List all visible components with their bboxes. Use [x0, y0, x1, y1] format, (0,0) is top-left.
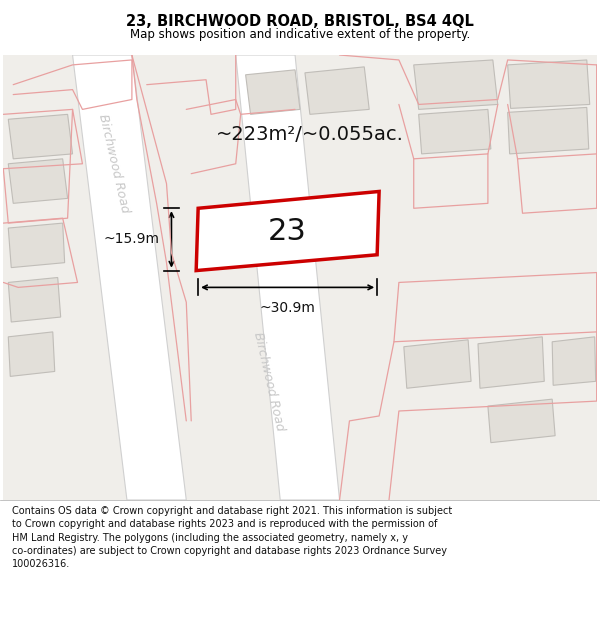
Polygon shape: [419, 109, 491, 154]
Polygon shape: [8, 159, 68, 203]
Text: Map shows position and indicative extent of the property.: Map shows position and indicative extent…: [130, 28, 470, 41]
Polygon shape: [245, 70, 300, 114]
Polygon shape: [414, 60, 498, 109]
Text: Contains OS data © Crown copyright and database right 2021. This information is : Contains OS data © Crown copyright and d…: [12, 506, 452, 569]
Polygon shape: [8, 332, 55, 376]
Polygon shape: [196, 191, 379, 271]
Text: 23: 23: [268, 216, 307, 246]
Text: 23, BIRCHWOOD ROAD, BRISTOL, BS4 4QL: 23, BIRCHWOOD ROAD, BRISTOL, BS4 4QL: [126, 14, 474, 29]
Polygon shape: [305, 67, 369, 114]
Polygon shape: [552, 337, 596, 385]
Polygon shape: [8, 223, 65, 268]
Polygon shape: [8, 278, 61, 322]
Text: ~223m²/~0.055ac.: ~223m²/~0.055ac.: [216, 124, 404, 144]
Polygon shape: [8, 114, 73, 159]
Polygon shape: [236, 55, 340, 500]
Polygon shape: [488, 399, 555, 442]
Polygon shape: [404, 340, 471, 388]
Polygon shape: [73, 55, 186, 500]
Polygon shape: [508, 60, 590, 108]
Polygon shape: [508, 107, 589, 154]
Text: Birchwood Road: Birchwood Road: [251, 331, 286, 432]
Text: Birchwood Road: Birchwood Road: [97, 113, 132, 214]
Text: ~15.9m: ~15.9m: [104, 232, 160, 246]
Polygon shape: [478, 337, 544, 388]
Text: ~30.9m: ~30.9m: [260, 301, 316, 315]
